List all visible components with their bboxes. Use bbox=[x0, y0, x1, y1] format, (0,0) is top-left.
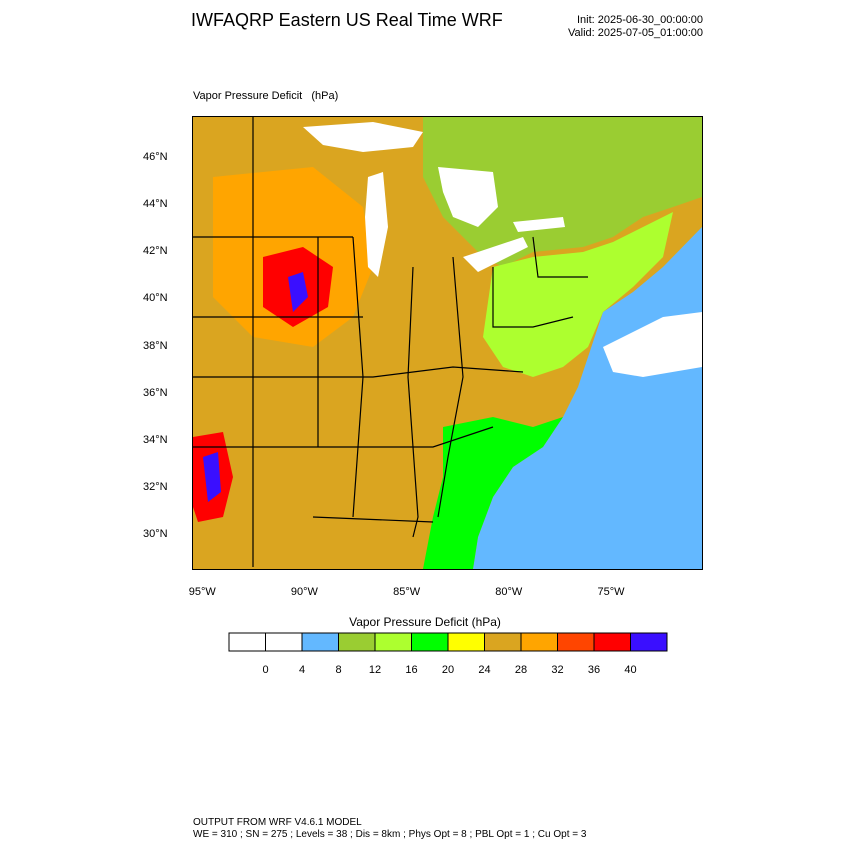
colorbar-label: 24 bbox=[478, 664, 491, 676]
colorbar-label: 12 bbox=[368, 664, 382, 676]
lat-tick-label: 32°N bbox=[143, 480, 168, 493]
colorbar-bin bbox=[630, 632, 668, 652]
colorbar-bin bbox=[265, 632, 303, 652]
colorbar-bin bbox=[411, 632, 449, 652]
colorbar-bin bbox=[520, 632, 558, 652]
colorbar-label: 40 bbox=[624, 664, 637, 676]
colorbar-bin bbox=[447, 632, 485, 652]
atlantic-white bbox=[603, 312, 702, 377]
init-time: Init: 2025-06-30_00:00:00 bbox=[577, 14, 703, 26]
colorbar-label: 32 bbox=[551, 664, 564, 676]
colorbar-label: 36 bbox=[587, 664, 601, 676]
lat-tick-label: 34°N bbox=[143, 433, 168, 446]
colorbar-label: 16 bbox=[405, 664, 418, 676]
colorbar-label: 0 bbox=[262, 664, 269, 676]
midwest-purple bbox=[288, 272, 308, 312]
canada-land bbox=[423, 117, 702, 267]
lat-tick-label: 40°N bbox=[143, 292, 168, 305]
valid-time: Valid: 2025-07-05_01:00:00 bbox=[568, 27, 703, 39]
northeast-land bbox=[483, 212, 673, 377]
lon-tick-label: 95°W bbox=[188, 586, 216, 598]
footer-model: OUTPUT FROM WRF V4.6.1 MODEL bbox=[193, 817, 362, 828]
colorbar-label: 4 bbox=[298, 664, 306, 676]
lake-huron bbox=[438, 167, 498, 227]
lon-tick-label: 80°W bbox=[495, 586, 523, 598]
lake-erie bbox=[463, 237, 528, 272]
lake-ontario bbox=[513, 217, 565, 232]
map-field-label: Vapor Pressure Deficit (hPa) bbox=[193, 90, 339, 102]
lake-michigan bbox=[365, 172, 388, 277]
colorbar-bin bbox=[557, 632, 595, 652]
south-purple bbox=[203, 452, 221, 502]
lat-tick-label: 46°N bbox=[143, 151, 168, 164]
colorbar-label: 8 bbox=[335, 664, 342, 676]
lat-tick-label: 38°N bbox=[143, 339, 168, 352]
colorbar-label: 20 bbox=[441, 664, 455, 676]
colorbar-bin bbox=[301, 632, 339, 652]
southeast-land bbox=[423, 417, 563, 569]
colorbar-bin bbox=[374, 632, 412, 652]
colorbar bbox=[228, 632, 668, 652]
lake-superior bbox=[303, 122, 423, 152]
state-borders bbox=[193, 117, 588, 567]
lon-tick-label: 85°W bbox=[393, 586, 421, 598]
colorbar-bin bbox=[338, 632, 376, 652]
lon-tick-label: 75°W bbox=[597, 586, 625, 598]
colorbar-title: Vapor Pressure Deficit (hPa) bbox=[349, 615, 501, 629]
page-title: IWFAQRP Eastern US Real Time WRF bbox=[191, 10, 503, 30]
colorbar-bin bbox=[228, 632, 266, 652]
lat-tick-label: 44°N bbox=[143, 198, 168, 211]
footer-settings: WE = 310 ; SN = 275 ; Levels = 38 ; Dis … bbox=[193, 829, 587, 840]
colorbar-bin bbox=[593, 632, 631, 652]
colorbar-label: 28 bbox=[514, 664, 528, 676]
vpd-map bbox=[192, 116, 703, 570]
lat-tick-label: 42°N bbox=[143, 245, 168, 258]
lat-tick-label: 30°N bbox=[143, 527, 168, 540]
lat-tick-label: 36°N bbox=[143, 386, 168, 399]
map-canvas bbox=[193, 117, 702, 569]
colorbar-bin bbox=[484, 632, 522, 652]
lon-tick-label: 90°W bbox=[290, 586, 318, 598]
